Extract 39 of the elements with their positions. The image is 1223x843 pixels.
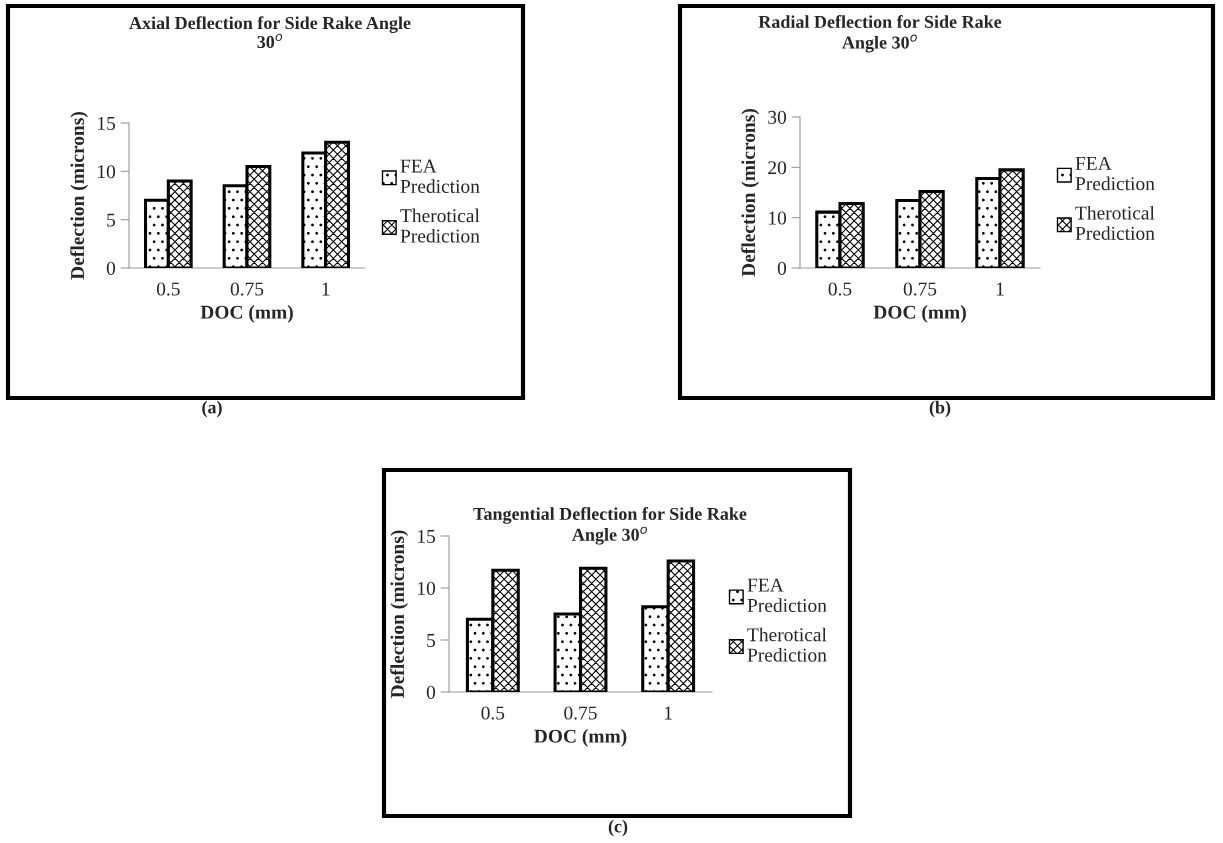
legend-label: Therotical Prediction [1075,205,1155,240]
y-tick-label: 10 [418,581,436,595]
y-tick-label: 5 [107,213,116,227]
y-axis-title: Deflection (microns) [70,112,89,280]
x-tick-label: 1 [996,282,1004,296]
x-axis-title: DOC (mm) [534,729,627,747]
x-tick-label: 0.75 [230,282,264,296]
x-tick-label: 1 [322,282,330,296]
legend-label: FEA Prediction [747,578,827,613]
legend-label: Therotical Prediction [400,208,480,243]
legend-label: FEA Prediction [400,159,480,193]
y-tick-label: 30 [768,110,787,124]
y-axis-title: Deflection (microns) [390,530,409,698]
legend-label: FEA Prediction [1075,156,1155,191]
x-axis-title: DOC (mm) [200,305,293,323]
y-tick-label: 15 [98,116,116,130]
text: (a) [202,400,222,418]
x-tick-label: 0.5 [481,706,505,720]
x-tick-label: 0.5 [828,282,852,296]
y-tick-label: 10 [98,165,116,179]
x-tick-label: 0.75 [903,282,937,296]
x-tick-label: 0.75 [564,706,597,720]
y-tick-label: 0 [106,261,116,275]
y-tick-label: 0 [426,685,436,699]
y-tick-label: 0 [777,261,787,275]
y-tick-label: 15 [418,529,436,543]
y-tick-label: 10 [769,211,787,225]
text: (b) [929,400,951,418]
y-axis-title: Deflection (microns) [741,109,760,277]
x-tick-label: 0.5 [156,282,180,296]
chart-title: Tangential Deflection for Side Rake Angle 30$^{o}$ [473,507,747,545]
text: (c) [608,819,628,837]
chart-title: Radial Deflection for Side Rake Angle 30$^{o}$ [758,15,1002,53]
x-axis-title: DOC (mm) [873,305,966,323]
x-tick-label: 1 [665,706,672,720]
chart-title: Axial Deflection for Side Rake Angle 30$^{o}$ [129,16,411,49]
legend-label: Therotical Prediction [747,627,827,662]
y-tick-label: 20 [768,161,787,175]
y-tick-label: 5 [427,634,436,647]
